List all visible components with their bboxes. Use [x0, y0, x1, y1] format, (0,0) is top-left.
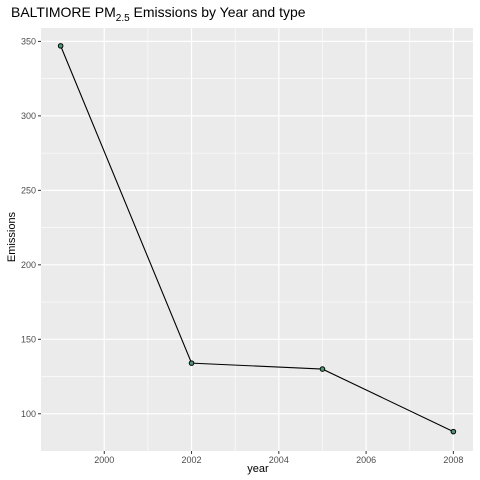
x-tick-label: 2008 [443, 455, 463, 465]
chart-title-prefix: BALTIMORE PM [11, 4, 116, 20]
plot-panel [41, 28, 473, 451]
chart-title-subscript: 2.5 [116, 13, 130, 24]
series [57, 43, 457, 435]
x-tick-label: 2000 [94, 455, 114, 465]
data-point [188, 360, 195, 366]
x-tick-label: 2006 [356, 455, 376, 465]
chart-title: BALTIMORE PM2.5 Emissions by Year and ty… [11, 4, 306, 24]
x-tick-label: 2002 [182, 455, 202, 465]
grid-minor [41, 28, 473, 451]
data-point [57, 43, 64, 49]
y-tick-label: 250 [21, 185, 36, 195]
y-tick-label: 100 [21, 409, 36, 419]
data-point [450, 428, 457, 435]
y-tick-label: 150 [21, 334, 36, 344]
y-tick-label: 300 [21, 111, 36, 121]
y-axis-title: Emissions [6, 211, 18, 262]
series-line [60, 45, 454, 433]
grid-major [41, 28, 473, 451]
x-axis-title: year [247, 463, 269, 475]
x-axis-ticks: 2000 2002 2004 2006 2008 [94, 451, 463, 465]
chart-title-suffix: Emissions by Year and type [130, 4, 306, 20]
x-tick-label: 2004 [269, 455, 289, 465]
data-point [319, 366, 326, 372]
y-tick-label: 350 [21, 36, 36, 46]
y-tick-label: 200 [21, 260, 36, 270]
y-axis-ticks: 100 150 200 250 300 350 [21, 36, 41, 419]
